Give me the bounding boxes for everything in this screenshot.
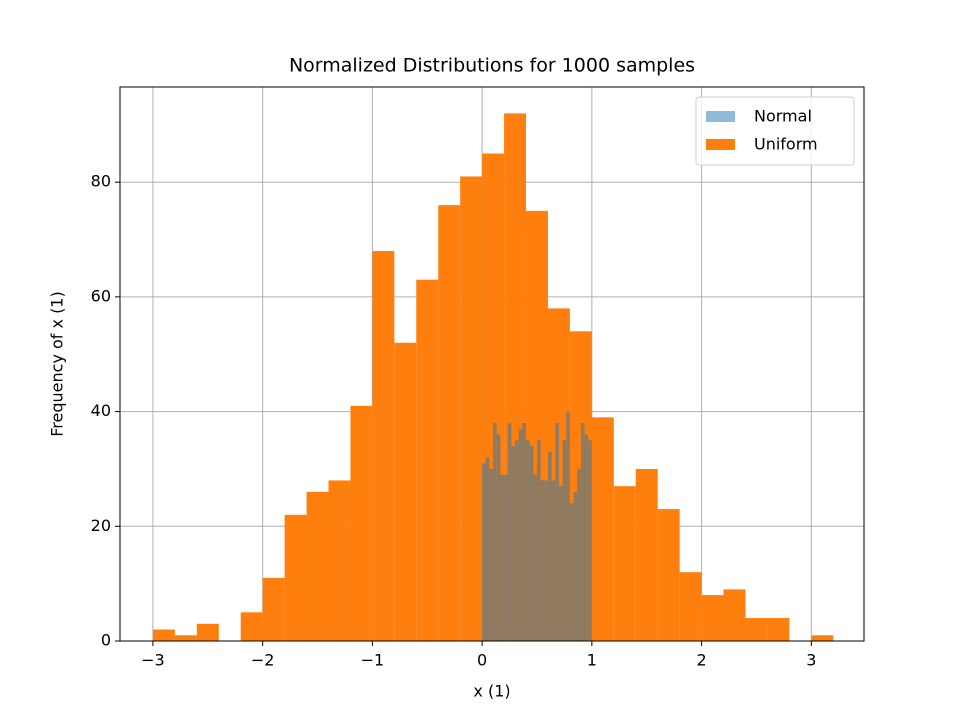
histogram-bar — [745, 618, 768, 641]
x-tick-label: −1 — [361, 651, 385, 670]
plot-frame — [119, 86, 865, 642]
histogram-bar — [174, 635, 197, 641]
chart-title: Normalized Distributions for 1000 sample… — [289, 55, 695, 77]
histogram-bar — [580, 423, 585, 641]
histogram-bar — [588, 440, 592, 641]
legend-label: Uniform — [754, 135, 818, 154]
histogram-bar — [496, 434, 501, 641]
histogram-bar — [679, 572, 702, 641]
y-tick-label: 60 — [91, 286, 111, 305]
x-tick-label: −3 — [141, 651, 165, 670]
histogram-bar — [240, 612, 263, 641]
histogram-bar — [152, 629, 175, 641]
histogram-bar — [562, 440, 567, 641]
histogram-bar — [372, 251, 395, 642]
histogram-bar — [328, 480, 351, 641]
histogram-bar — [438, 205, 461, 641]
histogram-bar — [811, 635, 834, 641]
histogram-bar — [591, 417, 614, 641]
histogram-bar — [460, 176, 483, 642]
legend-swatch — [706, 139, 735, 150]
histogram-bar — [540, 480, 545, 641]
histogram-bar — [544, 480, 548, 641]
histogram-bar — [635, 468, 658, 641]
histogram-bar — [533, 474, 537, 641]
histogram-bar — [511, 446, 516, 641]
histogram-bar — [526, 440, 530, 641]
histogram-bar — [504, 474, 508, 641]
histogram-bar — [767, 618, 790, 641]
histogram-bar — [518, 428, 523, 641]
y-tick-label: 40 — [91, 401, 111, 420]
histogram-bar — [485, 457, 490, 641]
histogram-bar — [522, 423, 527, 641]
histogram-bar — [577, 468, 581, 641]
y-tick-label: 20 — [91, 516, 111, 535]
histogram-bar — [493, 423, 497, 641]
histogram-bar — [547, 451, 552, 641]
histogram-bar — [500, 474, 505, 641]
histogram-bar — [573, 491, 578, 641]
histogram-bar — [489, 468, 494, 641]
histogram-bar — [482, 463, 486, 641]
histogram-bar — [306, 491, 329, 641]
histogram-bar — [613, 486, 636, 641]
y-tick-label: 80 — [91, 172, 111, 191]
histogram-bar — [394, 342, 417, 641]
histogram-bar — [555, 423, 559, 641]
legend-swatch — [706, 111, 735, 122]
legend-label: Normal — [754, 107, 812, 126]
x-tick-label: −2 — [251, 651, 275, 670]
x-tick-label: 0 — [477, 651, 487, 670]
histogram-bar — [515, 440, 519, 641]
histogram-bar — [584, 434, 589, 641]
y-axis-label: Frequency of x (1) — [48, 291, 67, 436]
histogram-bar — [551, 480, 556, 641]
histogram-bar — [566, 411, 570, 641]
y-tick-label: 0 — [101, 631, 111, 650]
x-tick-label: 3 — [806, 651, 816, 670]
x-tick-label: 2 — [696, 651, 706, 670]
legend-box — [695, 96, 855, 166]
histogram-bar — [657, 509, 680, 641]
histogram-bar — [196, 623, 219, 641]
histogram-bar — [701, 595, 724, 641]
x-axis-label: x (1) — [473, 682, 510, 701]
histogram-bar — [569, 503, 574, 641]
histogram-bar — [507, 423, 512, 641]
histogram-bar — [350, 405, 373, 641]
histogram-bar — [536, 440, 541, 641]
histogram-bar — [723, 589, 746, 641]
histogram-bar — [416, 279, 439, 641]
histogram-bar — [284, 514, 307, 641]
x-tick-label: 1 — [587, 651, 597, 670]
histogram-bar — [262, 577, 285, 641]
histogram-bar — [529, 446, 534, 641]
histogram-bar — [558, 486, 563, 641]
